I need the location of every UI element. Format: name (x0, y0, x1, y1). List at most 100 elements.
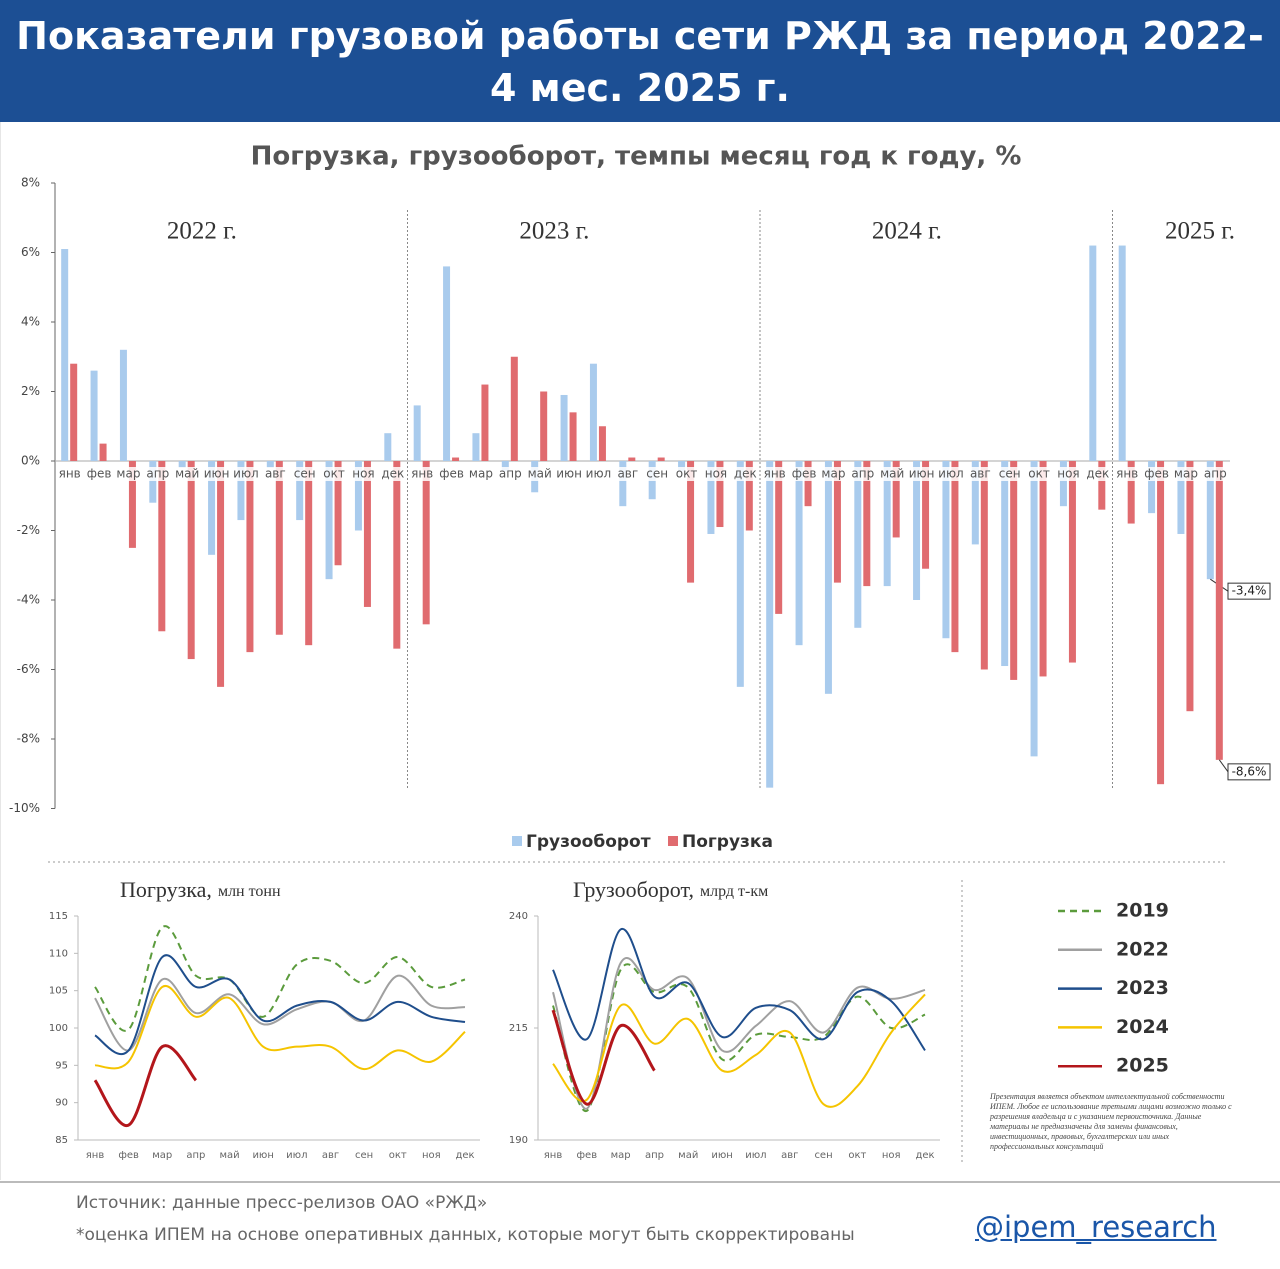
year-label: 2023 г. (519, 218, 589, 245)
label-bg (263, 467, 288, 481)
x-tick-label: фев (118, 1150, 139, 1161)
label-bg (1027, 467, 1052, 481)
bar (951, 461, 959, 653)
label-bg (762, 467, 787, 481)
label-bg (527, 467, 552, 481)
label-bg (821, 467, 846, 481)
bar (569, 412, 577, 461)
x-tick-label: май (528, 467, 552, 481)
bar (1127, 461, 1135, 524)
bar (208, 461, 216, 555)
label-bg (733, 467, 758, 481)
bar (854, 461, 862, 628)
x-tick-label: сен (294, 467, 316, 481)
x-tick-label: дек (1086, 467, 1109, 481)
x-tick-label: дек (381, 467, 404, 481)
x-tick-label: ноя (882, 1150, 901, 1161)
line (94, 954, 466, 1055)
legend-swatch (668, 836, 678, 846)
x-tick-label: апр (499, 467, 522, 481)
bar (452, 457, 460, 461)
bar (1098, 461, 1106, 510)
x-tick-label: фев (792, 467, 817, 481)
x-tick-label: ноя (705, 467, 727, 481)
x-tick-label: фев (577, 1150, 598, 1161)
bar (863, 461, 871, 587)
x-tick-label: авг (265, 467, 286, 481)
bar (716, 461, 724, 528)
y-tick-label: 190 (509, 1135, 528, 1146)
bar (1010, 461, 1018, 680)
bar (305, 461, 313, 646)
x-tick-label: май (175, 467, 199, 481)
label-bg (204, 467, 229, 481)
bar (1215, 461, 1223, 760)
x-tick-label: июн (204, 467, 230, 481)
bar (804, 461, 812, 507)
chart-unit: млн тонн (218, 883, 281, 900)
label-bg (468, 467, 493, 481)
bar (413, 405, 421, 461)
legend-label: 2022 (1116, 938, 1169, 960)
label-bg (792, 467, 817, 481)
x-tick-label: янв (764, 467, 786, 481)
bar (745, 461, 753, 531)
bar (237, 461, 245, 521)
y-tick-label: 6% (21, 245, 40, 259)
bar (510, 356, 518, 461)
x-tick-label: июл (233, 467, 259, 481)
x-tick-label: авг (322, 1150, 339, 1161)
x-tick-label: июл (745, 1150, 766, 1161)
chart-title: Погрузка, грузооборот, темпы месяц год к… (251, 142, 1022, 172)
legend-swatch (512, 836, 522, 846)
x-tick-label: фев (1144, 467, 1169, 481)
label-bg (968, 467, 993, 481)
bar (1059, 461, 1067, 507)
x-tick-label: янв (1116, 467, 1138, 481)
bar (678, 461, 686, 472)
legend-label: Грузооборот (526, 832, 651, 852)
label-bg (586, 467, 611, 481)
x-tick-label: янв (411, 467, 433, 481)
y-tick-label: 215 (509, 1023, 528, 1034)
bar (384, 433, 392, 461)
x-tick-label: окт (323, 467, 345, 481)
bar (913, 461, 921, 600)
x-tick-label: окт (676, 467, 698, 481)
y-tick-label: 100 (49, 1023, 68, 1034)
link[interactable]: @ipem_research (975, 1210, 1217, 1244)
label-bg (322, 467, 347, 481)
line (94, 974, 466, 1052)
bar (687, 461, 695, 583)
x-tick-label: апр (1204, 467, 1227, 481)
line (552, 957, 926, 1110)
bar (1157, 461, 1165, 785)
bar (217, 461, 225, 687)
x-tick-label: фев (87, 467, 112, 481)
line (93, 1044, 198, 1127)
bar (540, 391, 548, 461)
bar (942, 461, 950, 639)
x-tick-label: сен (355, 1150, 373, 1161)
label-bg (997, 467, 1022, 481)
bar (775, 461, 783, 614)
bar (481, 384, 489, 461)
y-tick-label: 0% (21, 454, 40, 468)
label-bg (674, 467, 699, 481)
bar (472, 433, 480, 461)
bar (795, 461, 803, 646)
bar (766, 461, 774, 788)
x-tick-label: янв (544, 1150, 563, 1161)
y-tick-label: -6% (17, 662, 40, 676)
bar (589, 363, 597, 461)
label-bg (1203, 467, 1228, 481)
x-tick-label: авг (781, 1150, 798, 1161)
bar (296, 461, 304, 521)
value-label: -3,4% (1232, 584, 1267, 598)
x-tick-label: ноя (1057, 467, 1079, 481)
x-tick-label: ноя (352, 467, 374, 481)
x-tick-label: май (880, 467, 904, 481)
bar (824, 461, 832, 694)
label-bg (351, 467, 376, 481)
